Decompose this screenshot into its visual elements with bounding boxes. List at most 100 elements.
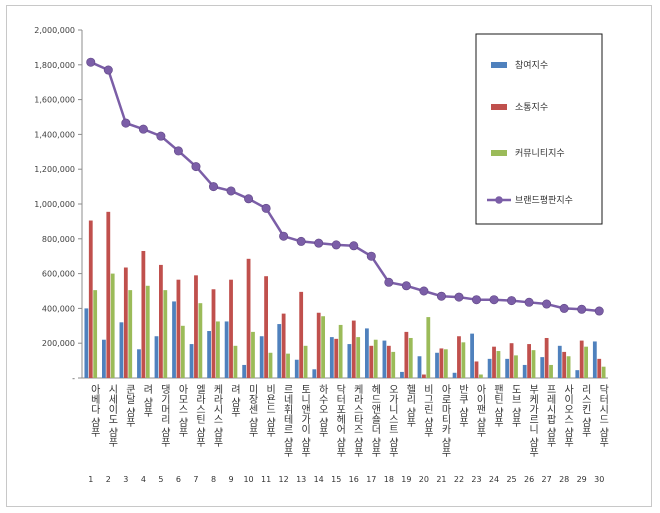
bar-커뮤니티지수 xyxy=(356,337,361,378)
bar-참여지수 xyxy=(505,358,510,378)
bar-참여지수 xyxy=(382,340,387,378)
bar-소통지수 xyxy=(176,279,181,378)
bar-참여지수 xyxy=(470,333,474,378)
category-number: 30 xyxy=(594,475,604,484)
line-point-브랜드평판지수 xyxy=(191,162,201,172)
line-point-브랜드평판지수 xyxy=(261,203,271,213)
bar-커뮤니티지수 xyxy=(549,364,553,378)
category-label: 닥터시드 샴푸 xyxy=(597,384,609,448)
bar-커뮤니티지수 xyxy=(180,325,185,378)
category-label: 토니앤가이 샴푸 xyxy=(299,384,311,458)
line-point-브랜드평판지수 xyxy=(401,281,411,291)
bar-참여지수 xyxy=(259,336,264,378)
category-number: 8 xyxy=(211,475,216,484)
bar-소통지수 xyxy=(369,345,374,378)
category-number: 10 xyxy=(243,475,253,484)
bar-소통지수 xyxy=(194,275,198,378)
bar-참여지수 xyxy=(487,358,492,378)
bar-소통지수 xyxy=(562,351,567,378)
category-label: 려 샴푸 xyxy=(229,384,241,418)
legend-label-참여지수: 참여지수 xyxy=(515,59,548,71)
bar-커뮤니티지수 xyxy=(566,356,571,378)
category-label: 헬리 샴푸 xyxy=(404,384,416,428)
bar-소통지수 xyxy=(246,258,251,378)
category-label: 아로마티카 샴푸 xyxy=(439,384,451,458)
bar-참여지수 xyxy=(557,345,562,378)
category-label: 아모스 샴푸 xyxy=(176,384,188,438)
legend-swatch-커뮤니티지수 xyxy=(491,150,507,156)
line-point-브랜드평판지수 xyxy=(489,295,499,305)
category-number: 6 xyxy=(176,475,181,484)
legend-label-커뮤니티지수: 커뮤니티지수 xyxy=(515,148,565,159)
category-number: 18 xyxy=(384,475,394,484)
bar-소통지수 xyxy=(281,313,286,378)
bar-소통지수 xyxy=(316,312,321,378)
category-number: 21 xyxy=(436,475,446,484)
legend-marker-브랜드평판지수 xyxy=(495,196,503,204)
y-tick-label: 800,000 xyxy=(42,235,75,244)
bar-커뮤니티지수 xyxy=(443,349,448,378)
bar-커뮤니티지수 xyxy=(496,351,501,378)
bar-참여지수 xyxy=(435,352,439,378)
category-labels: 아베다 샴푸 1 시세이도 샴푸 2 쿤달 샴푸 3 려 샴푸 4 댕기머리 샴푸 5 아모스 샴푸… xyxy=(88,383,608,484)
category-number: 14 xyxy=(314,475,324,484)
category-label: 도브 샴푸 xyxy=(509,384,521,428)
line-point-브랜드평판지수 xyxy=(138,124,148,134)
line-point-브랜드평판지수 xyxy=(524,297,534,307)
bar-커뮤니티지수 xyxy=(584,346,588,378)
bar-소통지수 xyxy=(527,344,531,378)
bar-참여지수 xyxy=(154,336,159,378)
bar-참여지수 xyxy=(329,337,334,378)
category-label: 아이팬 샴푸 xyxy=(474,384,486,438)
bar-커뮤니티지수 xyxy=(198,303,203,378)
bar-소통지수 xyxy=(579,340,584,378)
bar-소통지수 xyxy=(299,291,304,378)
category-number: 19 xyxy=(401,475,411,484)
bar-참여지수 xyxy=(84,308,89,378)
y-tick-label: 1,800,000 xyxy=(34,61,75,70)
category-label: 르네휘테르 샴푸 xyxy=(281,384,293,458)
y-tick-label: 2,000,000 xyxy=(34,26,75,35)
bar-참여지수 xyxy=(172,301,176,378)
bar-소통지수 xyxy=(386,345,391,378)
category-number: 23 xyxy=(471,475,481,484)
category-label: 사이오스 샴푸 xyxy=(562,384,574,448)
bar-커뮤니티지수 xyxy=(268,352,273,378)
y-tick-label: 600,000 xyxy=(42,270,75,279)
category-label: 리스킨 샴푸 xyxy=(579,384,591,438)
line-point-브랜드평판지수 xyxy=(156,131,166,141)
category-number: 20 xyxy=(419,475,429,484)
bar-커뮤니티지수 xyxy=(251,331,255,378)
bar-커뮤니티지수 xyxy=(461,342,466,378)
category-number: 3 xyxy=(123,475,128,484)
bar-커뮤니티지수 xyxy=(145,285,150,378)
bar-참여지수 xyxy=(347,344,352,378)
bar-참여지수 xyxy=(242,364,247,378)
line-point-브랜드평판지수 xyxy=(209,182,219,192)
line-point-브랜드평판지수 xyxy=(366,251,376,261)
category-label: 헤드앤숄더 샴푸 xyxy=(369,384,381,458)
bar-커뮤니티지수 xyxy=(321,316,325,378)
category-number: 12 xyxy=(279,475,289,484)
bars xyxy=(84,211,606,378)
category-label: 케라시스 샴푸 xyxy=(211,384,223,448)
category-number: 7 xyxy=(193,475,198,484)
category-label: 비욘드 샴푸 xyxy=(264,384,276,438)
legend-label-브랜드평판지수: 브랜드평판지수 xyxy=(515,195,573,206)
bar-커뮤니티지수 xyxy=(128,290,133,378)
bar-소통지수 xyxy=(229,279,233,378)
line-point-브랜드평판지수 xyxy=(454,292,464,302)
bar-소통지수 xyxy=(457,336,461,378)
category-label: 비그린 샴푸 xyxy=(421,384,433,438)
line-point-브랜드평판지수 xyxy=(349,241,359,251)
bar-소통지수 xyxy=(264,276,268,378)
line-point-브랜드평판지수 xyxy=(577,304,587,314)
line-point-브랜드평판지수 xyxy=(121,118,131,128)
category-label: 시세이도 샴푸 xyxy=(106,384,118,448)
line-point-브랜드평판지수 xyxy=(296,236,306,246)
bar-커뮤니티지수 xyxy=(479,374,483,378)
bar-참여지수 xyxy=(575,370,580,378)
category-number: 11 xyxy=(261,475,271,484)
